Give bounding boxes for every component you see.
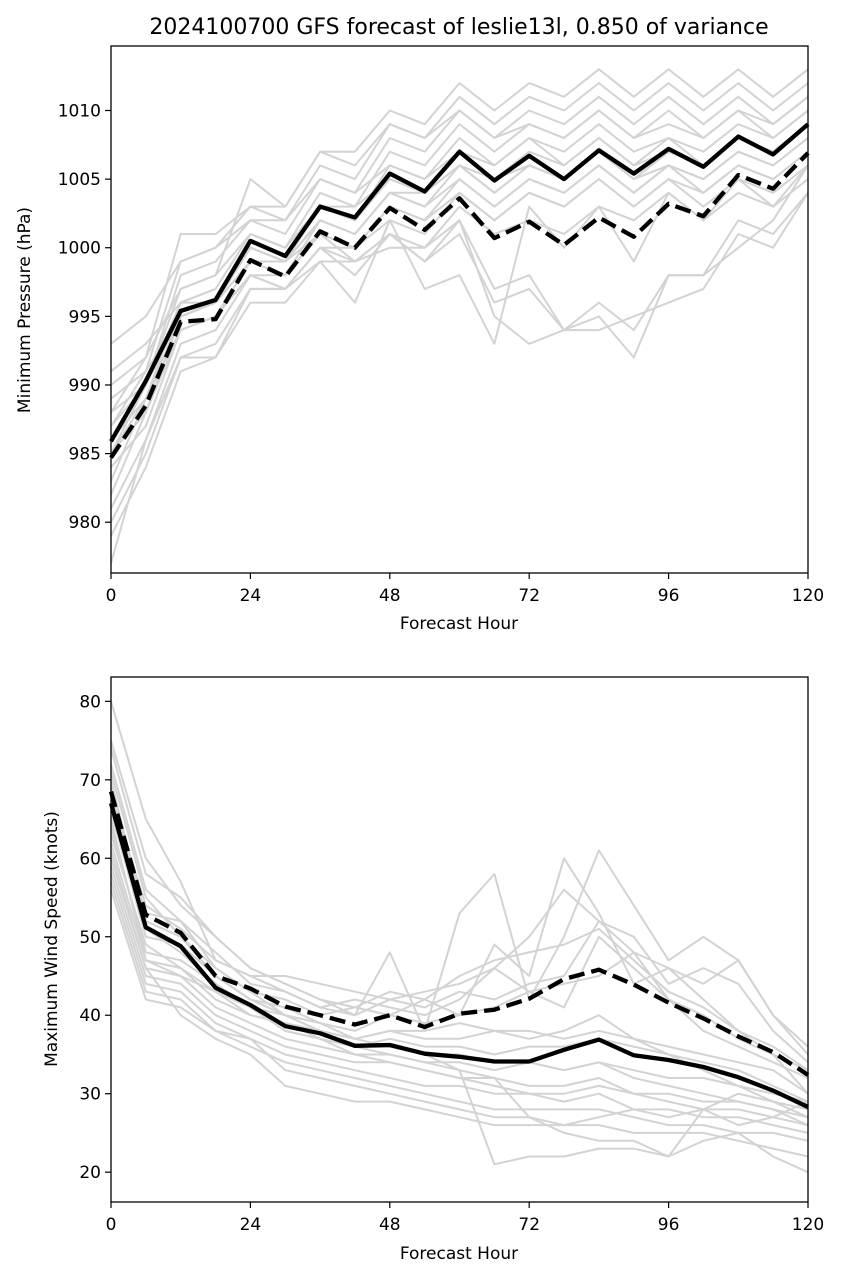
wind-plot-frame: [110, 676, 809, 1203]
wind-member-line-15: [110, 818, 809, 1158]
pressure-series: [109, 68, 810, 564]
wind-x-axis-label: Forecast Hour: [400, 1244, 518, 1264]
pressure-x-tick-label: 48: [379, 586, 401, 606]
wind-member-line-11: [110, 873, 809, 1134]
wind-y-tick-label: 40: [79, 1006, 101, 1026]
pressure-member-line-16: [110, 164, 809, 455]
wind-member-line-3: [110, 763, 809, 1064]
wind-y-axis-label: Maximum Wind Speed (knots): [42, 811, 62, 1067]
wind-member-line-8: [110, 842, 809, 1103]
pressure-x-axis: 0 24 48 72 96 120: [106, 573, 824, 606]
pressure-y-tick-label: 985: [69, 445, 101, 465]
pressure-y-tick-label: 1000: [58, 239, 101, 259]
pressure-member-line-1: [110, 68, 809, 413]
pressure-x-tick-label: 24: [240, 586, 262, 606]
wind-member-line-18: [110, 740, 809, 1072]
pressure-y-tick-label: 980: [69, 513, 101, 533]
wind-member-line-1: [110, 701, 809, 1056]
pressure-y-tick-label: 1010: [58, 102, 101, 122]
wind-panel: 0 24 48 72 96 120 20 30 40 50 60 70 80 Forecast Hou…: [42, 676, 824, 1264]
wind-x-tick-label: 72: [518, 1215, 540, 1235]
wind-y-tick-label: 50: [79, 928, 101, 948]
wind-y-tick-label: 20: [79, 1163, 101, 1183]
wind-x-tick-label: 24: [240, 1215, 262, 1235]
pressure-member-line-17: [110, 137, 809, 400]
wind-x-tick-label: 48: [379, 1215, 401, 1235]
pressure-member-line-15: [110, 192, 809, 427]
pressure-plot-frame: [110, 45, 809, 574]
wind-member-line-20: [110, 771, 809, 1119]
pressure-member-line-18: [110, 150, 809, 414]
wind-member-line-5: [110, 795, 809, 1072]
pressure-deterministic-line: [109, 151, 810, 459]
wind-mean-line: [108, 802, 809, 1109]
wind-y-tick-label: 80: [79, 692, 101, 712]
wind-y-tick-label: 60: [79, 849, 101, 869]
wind-y-tick-label: 70: [79, 771, 101, 791]
wind-member-line-19: [110, 787, 809, 1127]
wind-member-line-9: [110, 857, 809, 1119]
pressure-y-axis-label: Minimum Pressure (hPa): [15, 207, 35, 413]
pressure-y-axis: 980 985 990 995 1000 1005 1010: [58, 102, 111, 533]
wind-member-line-13: [110, 889, 809, 1158]
wind-x-axis: 0 24 48 72 96 120: [106, 1202, 824, 1235]
wind-member-line-14: [110, 834, 809, 1174]
wind-x-tick-label: 96: [658, 1215, 680, 1235]
pressure-y-tick-label: 990: [69, 376, 101, 396]
wind-deterministic-line: [108, 791, 810, 1077]
pressure-panel: 0 24 48 72 96 120 980 985 990 995 1000 1005 1010 Fo…: [15, 45, 824, 634]
pressure-x-tick-label: 96: [658, 586, 680, 606]
chart-title: 2024100700 GFS forecast of leslie13l, 0.…: [149, 15, 768, 40]
pressure-y-tick-label: 1005: [58, 170, 101, 190]
wind-member-line-16: [110, 850, 809, 1127]
pressure-member-line-2: [110, 82, 809, 427]
wind-y-axis: 20 30 40 50 60 70 80: [79, 692, 111, 1183]
pressure-member-line-19: [110, 123, 809, 386]
pressure-member-line-4: [110, 109, 809, 455]
wind-x-tick-label: 120: [792, 1215, 824, 1235]
pressure-member-line-10: [110, 150, 809, 509]
pressure-x-tick-label: 120: [792, 586, 824, 606]
pressure-member-line-3: [110, 95, 809, 441]
wind-x-tick-label: 0: [106, 1215, 117, 1235]
pressure-x-tick-label: 0: [106, 586, 117, 606]
wind-member-line-2: [110, 748, 809, 1048]
wind-y-tick-label: 30: [79, 1085, 101, 1105]
pressure-x-tick-label: 72: [518, 586, 540, 606]
wind-series: [108, 701, 810, 1174]
pressure-mean-line: [109, 122, 810, 443]
pressure-y-tick-label: 995: [69, 307, 101, 327]
pressure-x-axis-label: Forecast Hour: [400, 614, 518, 634]
